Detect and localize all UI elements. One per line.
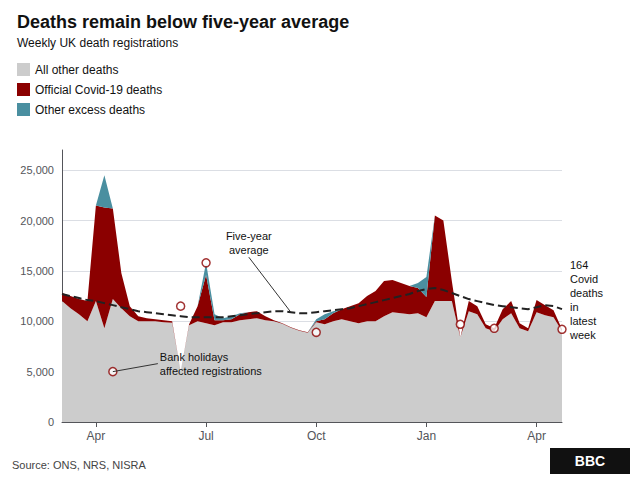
svg-text:15,000: 15,000 (20, 265, 54, 277)
svg-text:Source: ONS, NRS, NISRA: Source: ONS, NRS, NISRA (12, 459, 147, 471)
svg-text:5,000: 5,000 (26, 366, 54, 378)
svg-text:affected registrations: affected registrations (160, 365, 262, 377)
svg-text:Other excess deaths: Other excess deaths (35, 103, 145, 117)
svg-text:deaths: deaths (570, 287, 604, 299)
svg-text:Weekly UK death registrations: Weekly UK death registrations (17, 36, 178, 50)
svg-text:week: week (569, 329, 596, 341)
svg-text:in: in (570, 301, 579, 313)
svg-text:Official Covid-19 deaths: Official Covid-19 deaths (35, 83, 162, 97)
svg-text:10,000: 10,000 (20, 315, 54, 327)
svg-text:164: 164 (570, 259, 588, 271)
svg-text:average: average (229, 244, 269, 256)
svg-text:Apr: Apr (527, 429, 546, 443)
svg-text:BBC: BBC (575, 453, 605, 469)
svg-text:0: 0 (48, 416, 54, 428)
svg-text:latest: latest (570, 315, 596, 327)
svg-text:Oct: Oct (307, 429, 326, 443)
svg-text:Five-year: Five-year (226, 230, 272, 242)
svg-text:Apr: Apr (87, 429, 106, 443)
svg-text:Bank holidays: Bank holidays (160, 351, 229, 363)
svg-text:Covid: Covid (570, 273, 598, 285)
svg-text:25,000: 25,000 (20, 164, 54, 176)
svg-text:Deaths remain below five-year: Deaths remain below five-year average (17, 12, 349, 32)
svg-text:20,000: 20,000 (20, 215, 54, 227)
svg-text:Jan: Jan (417, 429, 436, 443)
svg-text:Jul: Jul (198, 429, 213, 443)
svg-text:All other deaths: All other deaths (35, 63, 118, 77)
